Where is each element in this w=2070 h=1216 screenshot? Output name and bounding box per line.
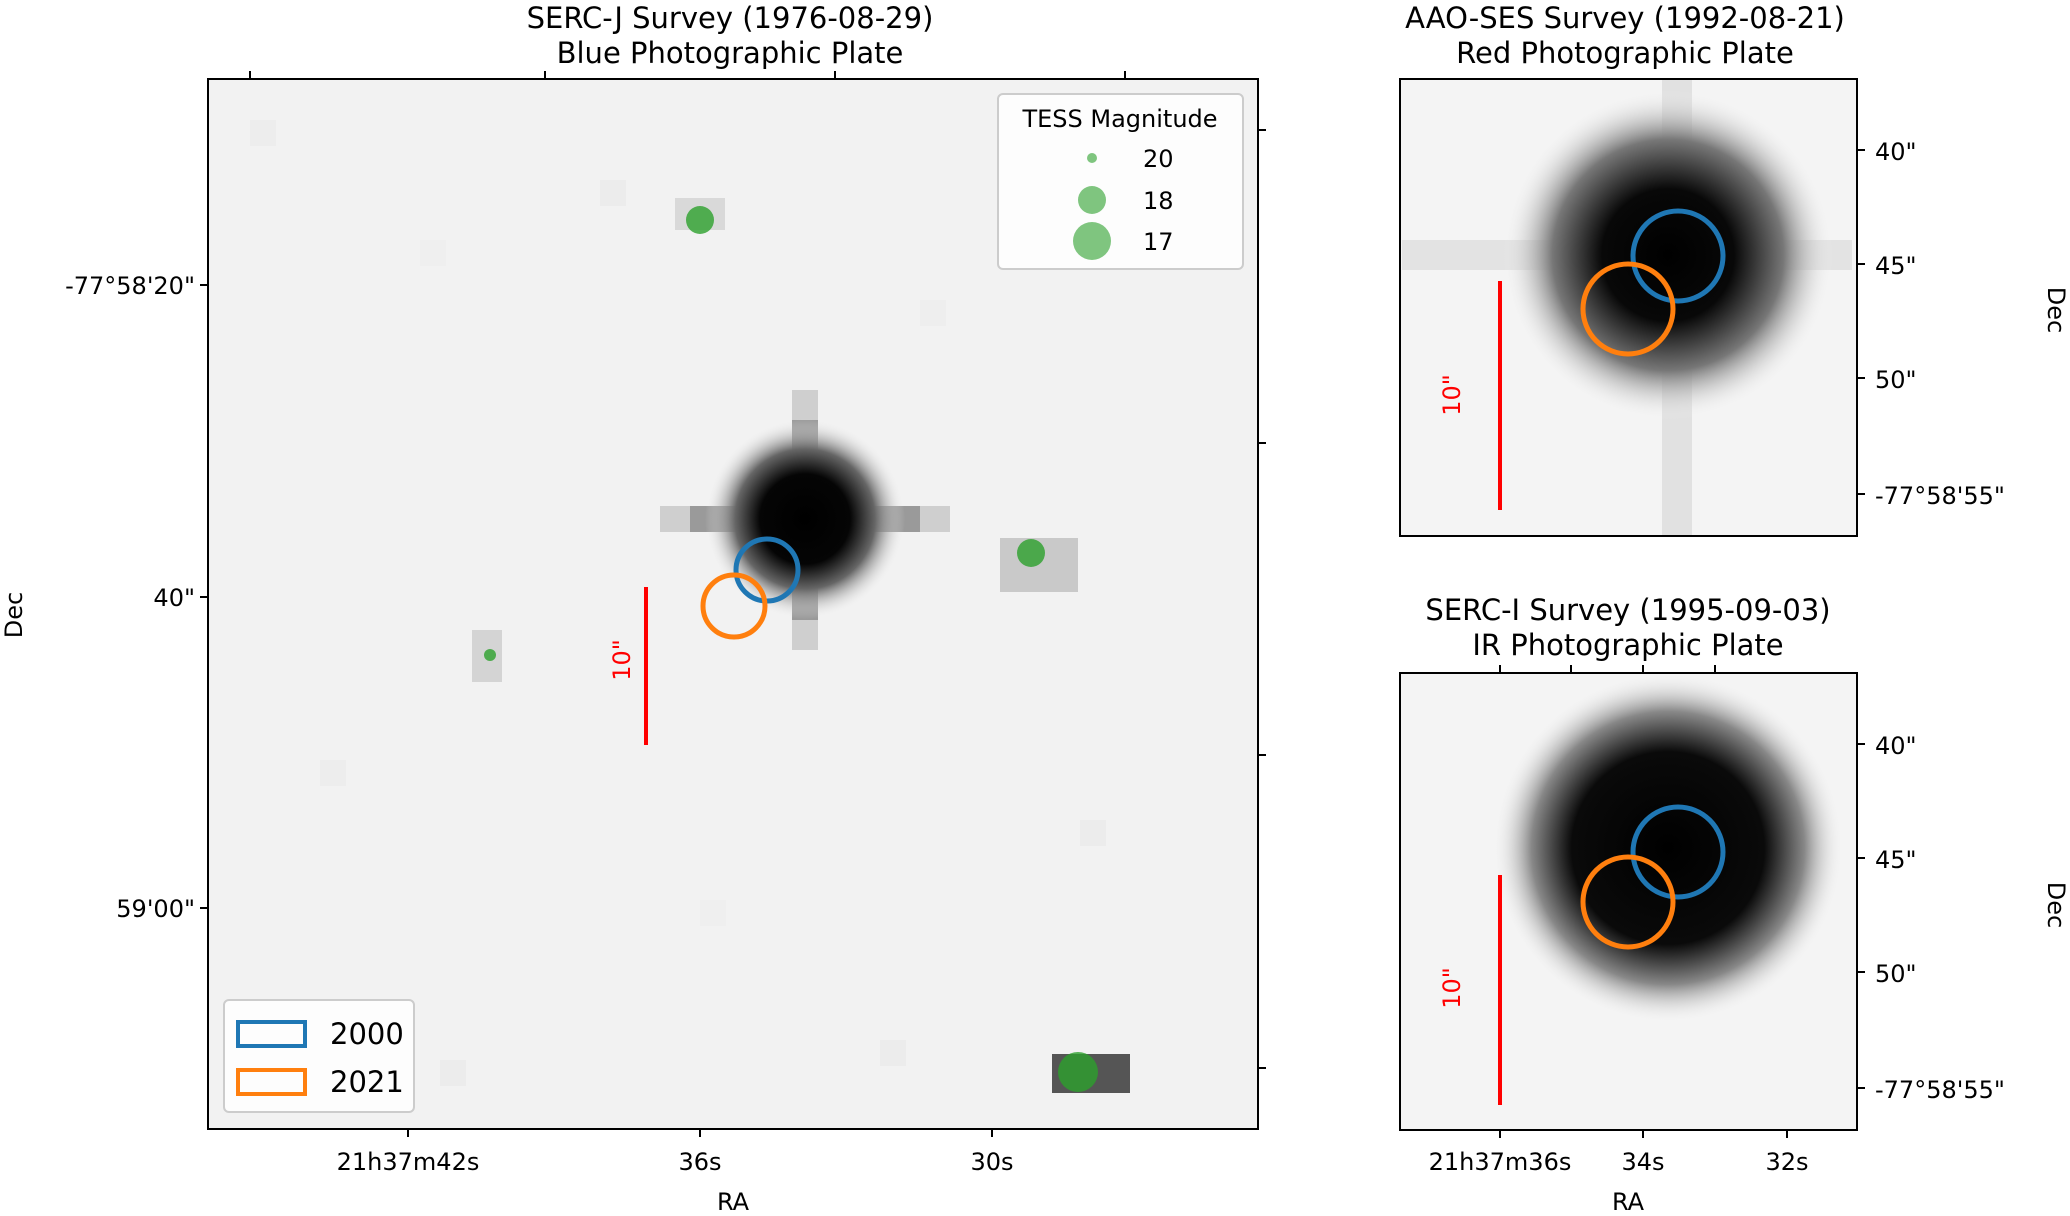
scale-bar-label: 10" — [1438, 374, 1466, 416]
bottom-right-ra-tick-label: 21h37m36s — [1429, 1148, 1572, 1176]
main-ra-tick-label: 36s — [678, 1148, 721, 1176]
bottom-right-title-line1: SERC-I Survey (1995-09-03) — [1425, 593, 1830, 627]
epoch-2021-circle — [1580, 854, 1676, 950]
main-xlabel: RA — [717, 1188, 750, 1216]
epoch-legend-swatch-2000 — [236, 1020, 307, 1048]
epoch-legend-swatch-2021 — [236, 1068, 307, 1096]
top-right-image-frame — [1399, 78, 1858, 537]
main-panel: SERC-J Survey (1976-08-29) Blue Photogra… — [0, 1, 1266, 1216]
top-right-star — [1503, 90, 1833, 420]
bottom-right-ra-tick-label: 34s — [1621, 1148, 1664, 1176]
tess-legend-label: 17 — [1143, 228, 1174, 256]
top-right-dec-tick-label: 40" — [1875, 138, 1917, 166]
tess-star-marker — [1058, 1052, 1098, 1092]
top-right-ticks — [1857, 149, 1865, 495]
bottom-right-dec-tick-label: 40" — [1875, 732, 1917, 760]
bottom-right-ylabel: Dec — [2042, 882, 2070, 928]
scale-bar-label: 10" — [1438, 967, 1466, 1009]
main-title-line1: SERC-J Survey (1976-08-29) — [527, 1, 934, 35]
tess-legend-label: 20 — [1143, 145, 1174, 173]
tess-legend-label: 18 — [1143, 187, 1174, 215]
epoch-2021-circle — [700, 572, 768, 640]
top-right-dec-tick-label: 45" — [1875, 252, 1917, 280]
main-ra-tick-label: 21h37m42s — [337, 1148, 480, 1176]
main-image-frame — [207, 78, 1259, 1130]
tess-legend: TESS Magnitude 20 18 17 — [997, 93, 1244, 270]
main-dec-tick-label: 59'00" — [116, 895, 195, 923]
bottom-right-dec-tick-label: -77°58'55" — [1875, 1076, 2005, 1104]
epoch-2000-circle — [1630, 208, 1726, 304]
top-right-panel: AAO-SES Survey (1992-08-21) Red Photogra… — [1399, 1, 2070, 537]
tess-star-marker — [484, 649, 496, 661]
main-bright-star — [660, 390, 950, 650]
bottom-right-ticks — [1499, 665, 1865, 1138]
main-title-line2: Blue Photographic Plate — [557, 36, 904, 70]
epoch-2000-circle — [1630, 804, 1726, 900]
bottom-right-dec-tick-label: 50" — [1875, 960, 1917, 988]
main-dec-tick-label: 40" — [153, 584, 195, 612]
bottom-right-ra-tick-label: 32s — [1765, 1148, 1808, 1176]
bottom-right-title-line2: IR Photographic Plate — [1472, 628, 1783, 662]
bottom-right-image-frame — [1399, 672, 1858, 1131]
tess-legend-marker — [1087, 153, 1097, 163]
scale-bar-label: 10" — [608, 639, 636, 681]
main-image-pixel-texture — [250, 120, 1106, 1086]
epoch-legend-label: 2000 — [330, 1017, 404, 1051]
main-ra-tick-label: 30s — [970, 1148, 1013, 1176]
top-right-title-line1: AAO-SES Survey (1992-08-21) — [1405, 1, 1845, 35]
epoch-legend-label: 2021 — [330, 1065, 404, 1099]
tess-legend-marker — [1078, 186, 1106, 214]
main-ylabel: Dec — [0, 592, 28, 638]
tess-star-marker — [686, 206, 714, 234]
bottom-right-xlabel: RA — [1612, 1188, 1645, 1216]
epoch-2021-circle — [1580, 261, 1676, 357]
top-right-dec-tick-label: 50" — [1875, 366, 1917, 394]
tess-legend-title: TESS Magnitude — [1021, 105, 1217, 133]
tess-legend-marker — [1073, 222, 1111, 260]
bottom-right-star — [1493, 673, 1843, 1023]
top-right-title-line2: Red Photographic Plate — [1456, 36, 1794, 70]
epoch-legend: 2000 2021 — [223, 999, 415, 1113]
tess-star-marker — [1017, 539, 1045, 567]
top-right-dec-tick-label: -77°58'55" — [1875, 482, 2005, 510]
bottom-right-panel: SERC-I Survey (1995-09-03) IR Photograph… — [1399, 593, 2070, 1216]
main-dec-tick-label: -77°58'20" — [65, 272, 195, 300]
bottom-right-dec-tick-label: 45" — [1875, 846, 1917, 874]
top-right-ylabel: Dec — [2042, 287, 2070, 333]
main-ticks — [200, 71, 1266, 1137]
